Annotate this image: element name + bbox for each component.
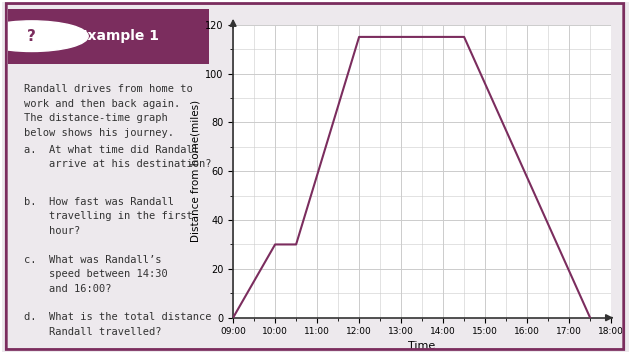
Text: b.  How fast was Randall
    travelling in the first
    hour?: b. How fast was Randall travelling in th…: [24, 197, 193, 236]
X-axis label: Time: Time: [408, 341, 436, 351]
Text: d.  What is the total distance
    Randall travelled?: d. What is the total distance Randall tr…: [24, 312, 212, 337]
Text: a.  At what time did Randall
    arrive at his destination?: a. At what time did Randall arrive at hi…: [24, 145, 212, 169]
Text: Example 1: Example 1: [78, 29, 159, 43]
Circle shape: [0, 21, 88, 52]
Text: Randall drives from home to
work and then back again.
The distance-time graph
be: Randall drives from home to work and the…: [24, 84, 193, 138]
Y-axis label: Distance from home(miles): Distance from home(miles): [191, 100, 201, 242]
Text: c.  What was Randall’s
    speed between 14:30
    and 16:00?: c. What was Randall’s speed between 14:3…: [24, 255, 168, 294]
Text: ?: ?: [27, 29, 36, 44]
FancyBboxPatch shape: [0, 6, 219, 66]
